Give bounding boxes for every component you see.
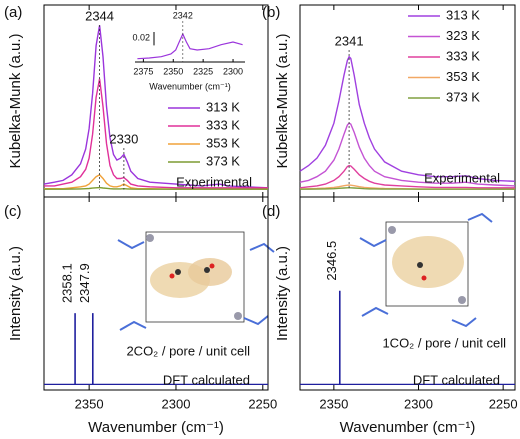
- peak-label: 2341: [335, 33, 364, 48]
- annotation: DFT calculated: [413, 372, 500, 387]
- legend-label: 313 K: [446, 7, 480, 22]
- x-tick-label: 2300: [404, 396, 433, 411]
- y-axis-label: Kubelka-Munk (a.u.): [274, 33, 291, 168]
- panel-frame: [299, 4, 516, 198]
- atom: [209, 263, 215, 269]
- y-axis-label: Intensity (a.u.): [7, 246, 24, 341]
- inset-peak-label: 2342: [173, 10, 193, 20]
- annotation: Experimental: [176, 174, 252, 189]
- structure-c: [117, 231, 275, 331]
- linker: [359, 212, 493, 328]
- atom: [417, 262, 423, 268]
- scale-bar-label: 0.02: [132, 32, 150, 42]
- atom: [204, 267, 210, 273]
- x-tick-label: 2350: [319, 396, 348, 411]
- inset-axis-label: Wavenumber (cm⁻¹): [149, 81, 230, 91]
- inset-tick-label: 2350: [163, 66, 183, 76]
- legend-label: 323 K: [446, 28, 480, 43]
- x-axis-label: Wavenumber (cm⁻¹): [88, 419, 224, 436]
- inset-tick-label: 2300: [223, 66, 243, 76]
- annotation: 2CO₂ / pore / unit cell: [126, 343, 250, 358]
- annotation: Experimental: [424, 170, 500, 185]
- spectrum: [299, 55, 516, 182]
- legend-label: 353 K: [206, 135, 240, 150]
- legend-label: 373 K: [206, 153, 240, 168]
- spectrum: [43, 25, 269, 189]
- panel-frame: [43, 196, 269, 391]
- spectrum: [299, 122, 516, 187]
- pore-surface: [188, 258, 232, 286]
- y-axis-label: Kubelka-Munk (a.u.): [7, 33, 24, 168]
- atom: [421, 275, 427, 281]
- x-tick-label: 2350: [75, 396, 104, 411]
- atom: [458, 296, 466, 304]
- annotation: 1CO₂ / pore / unit cell: [382, 335, 506, 350]
- peak-label: 2347.9: [77, 263, 92, 303]
- inset-spectrum: [137, 32, 243, 60]
- panel-frame: [299, 196, 516, 391]
- spectrum: [300, 187, 515, 190]
- panel-label: (c): [4, 203, 22, 220]
- peak-label: 2346.5: [324, 241, 339, 281]
- x-tick-label: 2250: [248, 396, 277, 411]
- spectrum: [44, 78, 268, 189]
- atom: [234, 312, 242, 320]
- annotation: DFT calculated: [163, 372, 250, 387]
- structure-d: [359, 212, 493, 328]
- x-axis-label: Wavenumber (cm⁻¹): [340, 419, 476, 436]
- atom: [175, 269, 181, 275]
- panel-label: (a): [4, 4, 22, 21]
- inset-tick-label: 2325: [193, 66, 213, 76]
- peak-label: 2330: [109, 131, 138, 146]
- legend-label: 333 K: [446, 48, 480, 63]
- legend-label: 313 K: [206, 99, 240, 114]
- pore-surface: [392, 236, 464, 288]
- spectrum: [299, 164, 515, 189]
- spectrum: [44, 186, 268, 190]
- panel-label: (b): [262, 4, 280, 21]
- legend-label: 373 K: [446, 89, 480, 104]
- legend-label: 353 K: [446, 69, 480, 84]
- atom: [146, 234, 154, 242]
- atom: [388, 226, 396, 234]
- inset-tick-label: 2375: [133, 66, 153, 76]
- x-tick-label: 2250: [489, 396, 518, 411]
- atom: [169, 273, 175, 279]
- y-axis-label: Intensity (a.u.): [274, 246, 291, 341]
- x-tick-label: 2300: [162, 396, 191, 411]
- legend-label: 333 K: [206, 117, 240, 132]
- peak-label: 2358.1: [60, 263, 75, 303]
- panel-label: (d): [262, 203, 280, 220]
- peak-label: 2344: [85, 8, 114, 23]
- linker: [117, 239, 275, 331]
